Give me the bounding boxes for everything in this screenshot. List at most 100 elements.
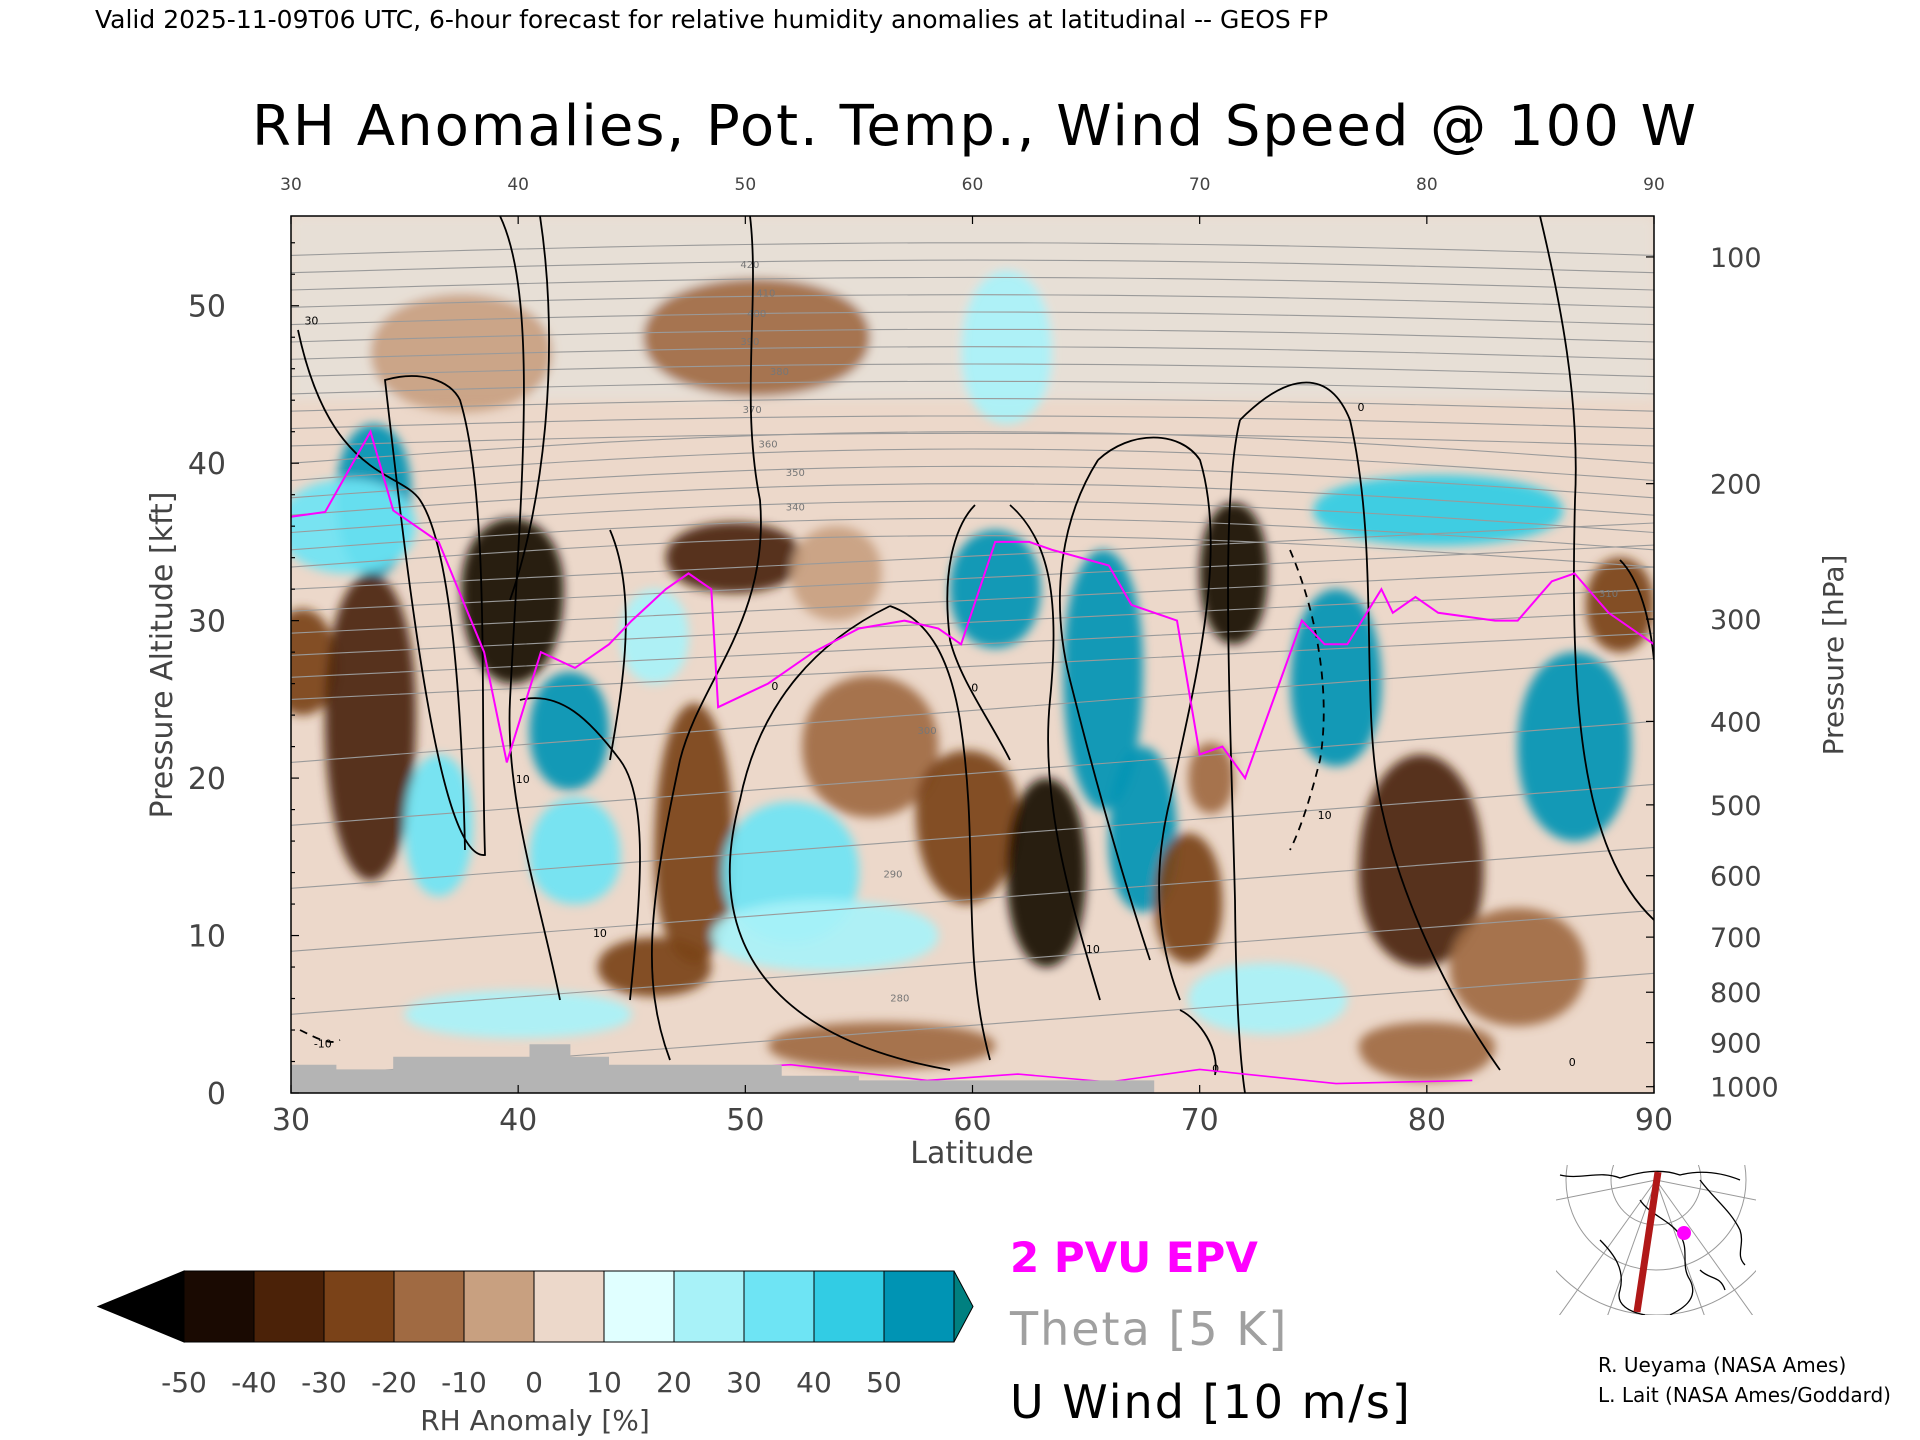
u-wind-contour <box>889 605 991 1061</box>
epv-2pvu-line <box>291 429 1654 781</box>
theta-contour <box>291 346 1654 360</box>
u-wind-contour <box>1239 381 1501 1071</box>
rh-anomaly-blob <box>790 526 882 621</box>
x-tick-label: 40 <box>499 1103 537 1138</box>
theta-label: 290 <box>883 869 902 880</box>
colorbar: -50 -40 -30 -20 -10 0 10 20 30 40 50 <box>96 1270 974 1399</box>
theta-contour <box>291 259 1654 274</box>
inset-coastline <box>1559 1170 1741 1181</box>
theta-contour <box>291 465 1654 499</box>
x-tick-label: 80 <box>1408 1103 1446 1138</box>
theta-contour <box>291 483 1654 516</box>
u-wind-contour <box>1009 504 1101 1001</box>
u-wind-label: 0 <box>1212 1063 1219 1076</box>
epv-2pvu-lower-line <box>563 1063 1473 1085</box>
y-tick-label-right: 700 <box>1710 923 1762 954</box>
u-wind-contour <box>609 529 627 761</box>
legend: 2 PVU EPV Theta [5 K] U Wind [10 m/s] <box>1009 1233 1410 1429</box>
theta-label: 310 <box>1599 589 1618 600</box>
theta-label: 390 <box>740 337 759 348</box>
theta-label: 360 <box>759 439 778 450</box>
theta-contour <box>291 783 1654 889</box>
theta-contour <box>291 398 1654 412</box>
colorbar-segment <box>183 1270 255 1343</box>
colorbar-segment <box>393 1270 465 1343</box>
theta-contour <box>291 588 1654 656</box>
inset-coastline <box>1699 1179 1746 1266</box>
colorbar-over-triangle <box>953 1270 974 1343</box>
rh-anomaly-blob <box>1006 778 1087 968</box>
x-tick-label-top: 80 <box>1416 175 1438 195</box>
colorbar-under-triangle <box>96 1270 185 1343</box>
chart-title: RH Anomalies, Pot. Temp., Wind Speed @ 1… <box>252 94 1698 159</box>
u-wind-contour <box>1059 459 1151 961</box>
theta-contour <box>291 415 1654 430</box>
u-wind-contour <box>1539 216 1654 921</box>
rh-anomaly-blob <box>1313 475 1564 546</box>
rh-anomaly-blob <box>1188 742 1234 814</box>
theta-contour <box>291 544 1654 612</box>
u-wind-contour <box>384 375 486 856</box>
x-axis-label: Latitude <box>910 1136 1033 1171</box>
theta-contour <box>291 311 1654 326</box>
colorbar-tick-label: 50 <box>866 1366 902 1399</box>
colorbar-segment <box>673 1270 745 1343</box>
y-tick-label-left: 30 <box>188 605 226 640</box>
theta-contour <box>291 380 1654 395</box>
x-tick-label-top: 60 <box>962 175 984 195</box>
y-tick-label-left: 0 <box>207 1077 226 1112</box>
u-wind-label: 0 <box>771 680 778 693</box>
rh-anomaly-blob <box>404 990 632 1038</box>
u-wind-contour <box>729 605 951 1071</box>
theta-contour <box>291 500 1654 534</box>
x-tick-label-top: 50 <box>735 175 757 195</box>
y-tick-label-right: 800 <box>1710 978 1762 1009</box>
rh-anomaly-blob <box>529 671 610 790</box>
theta-contour <box>291 846 1654 952</box>
u-wind-contour <box>1619 559 1654 661</box>
colorbar-tick-label: -20 <box>371 1366 417 1399</box>
colorbar-tick-label: 20 <box>656 1366 692 1399</box>
rh-anomaly-blob <box>654 703 734 964</box>
colorbar-segment <box>603 1270 675 1343</box>
rh-anomaly-blob <box>711 900 939 971</box>
rh-anomaly-blob <box>1517 652 1632 842</box>
colorbar-segment <box>813 1270 885 1343</box>
u-wind-contour <box>946 504 1011 761</box>
valid-line: Valid 2025-11-09T06 UTC, 6-hour forecast… <box>95 5 1328 34</box>
rh-anomaly-blob <box>597 937 712 997</box>
theta-label: 400 <box>747 309 766 320</box>
colorbar-segment <box>463 1270 535 1343</box>
theta-label: 380 <box>770 367 789 378</box>
theta-label: 280 <box>890 994 909 1005</box>
u-wind-label: 0 <box>1357 401 1364 414</box>
colorbar-segment <box>533 1270 605 1343</box>
theta-contour <box>291 431 1654 464</box>
y-tick-label-left: 40 <box>188 447 226 482</box>
rh-anomaly-blob <box>1188 963 1348 1034</box>
theta-contour <box>291 517 1654 551</box>
theta-label: 420 <box>740 260 759 271</box>
rh-anomaly-blob <box>370 293 553 413</box>
u-wind-contour <box>509 216 550 601</box>
rh-anomaly-blob <box>291 608 337 716</box>
colorbar-segment <box>883 1270 955 1343</box>
y-axis-label-left: Pressure Altitude [kft] <box>145 492 180 819</box>
colorbar-segment <box>323 1270 395 1343</box>
x-tick-label-top: 40 <box>507 175 529 195</box>
y-tick-label-right: 500 <box>1710 791 1762 822</box>
u-wind-contour <box>297 329 466 851</box>
rh-anomaly-blob <box>1449 907 1586 1027</box>
credit-line-2: L. Lait (NASA Ames/Goddard) <box>1598 1383 1891 1407</box>
theta-label: 410 <box>756 288 775 299</box>
u-wind-label: 0 <box>1569 1056 1576 1069</box>
theta-contour <box>291 632 1654 700</box>
y-tick-label-right: 900 <box>1710 1029 1762 1060</box>
y-tick-label-right: 100 <box>1710 243 1762 274</box>
u-wind-labels: 30 10 10 10 10 -10 0 0 0 0 0 <box>304 315 1575 1076</box>
inset-coastline <box>1639 1199 1694 1315</box>
colorbar-tick-label: 10 <box>586 1366 622 1399</box>
legend-epv: 2 PVU EPV <box>1010 1233 1258 1282</box>
